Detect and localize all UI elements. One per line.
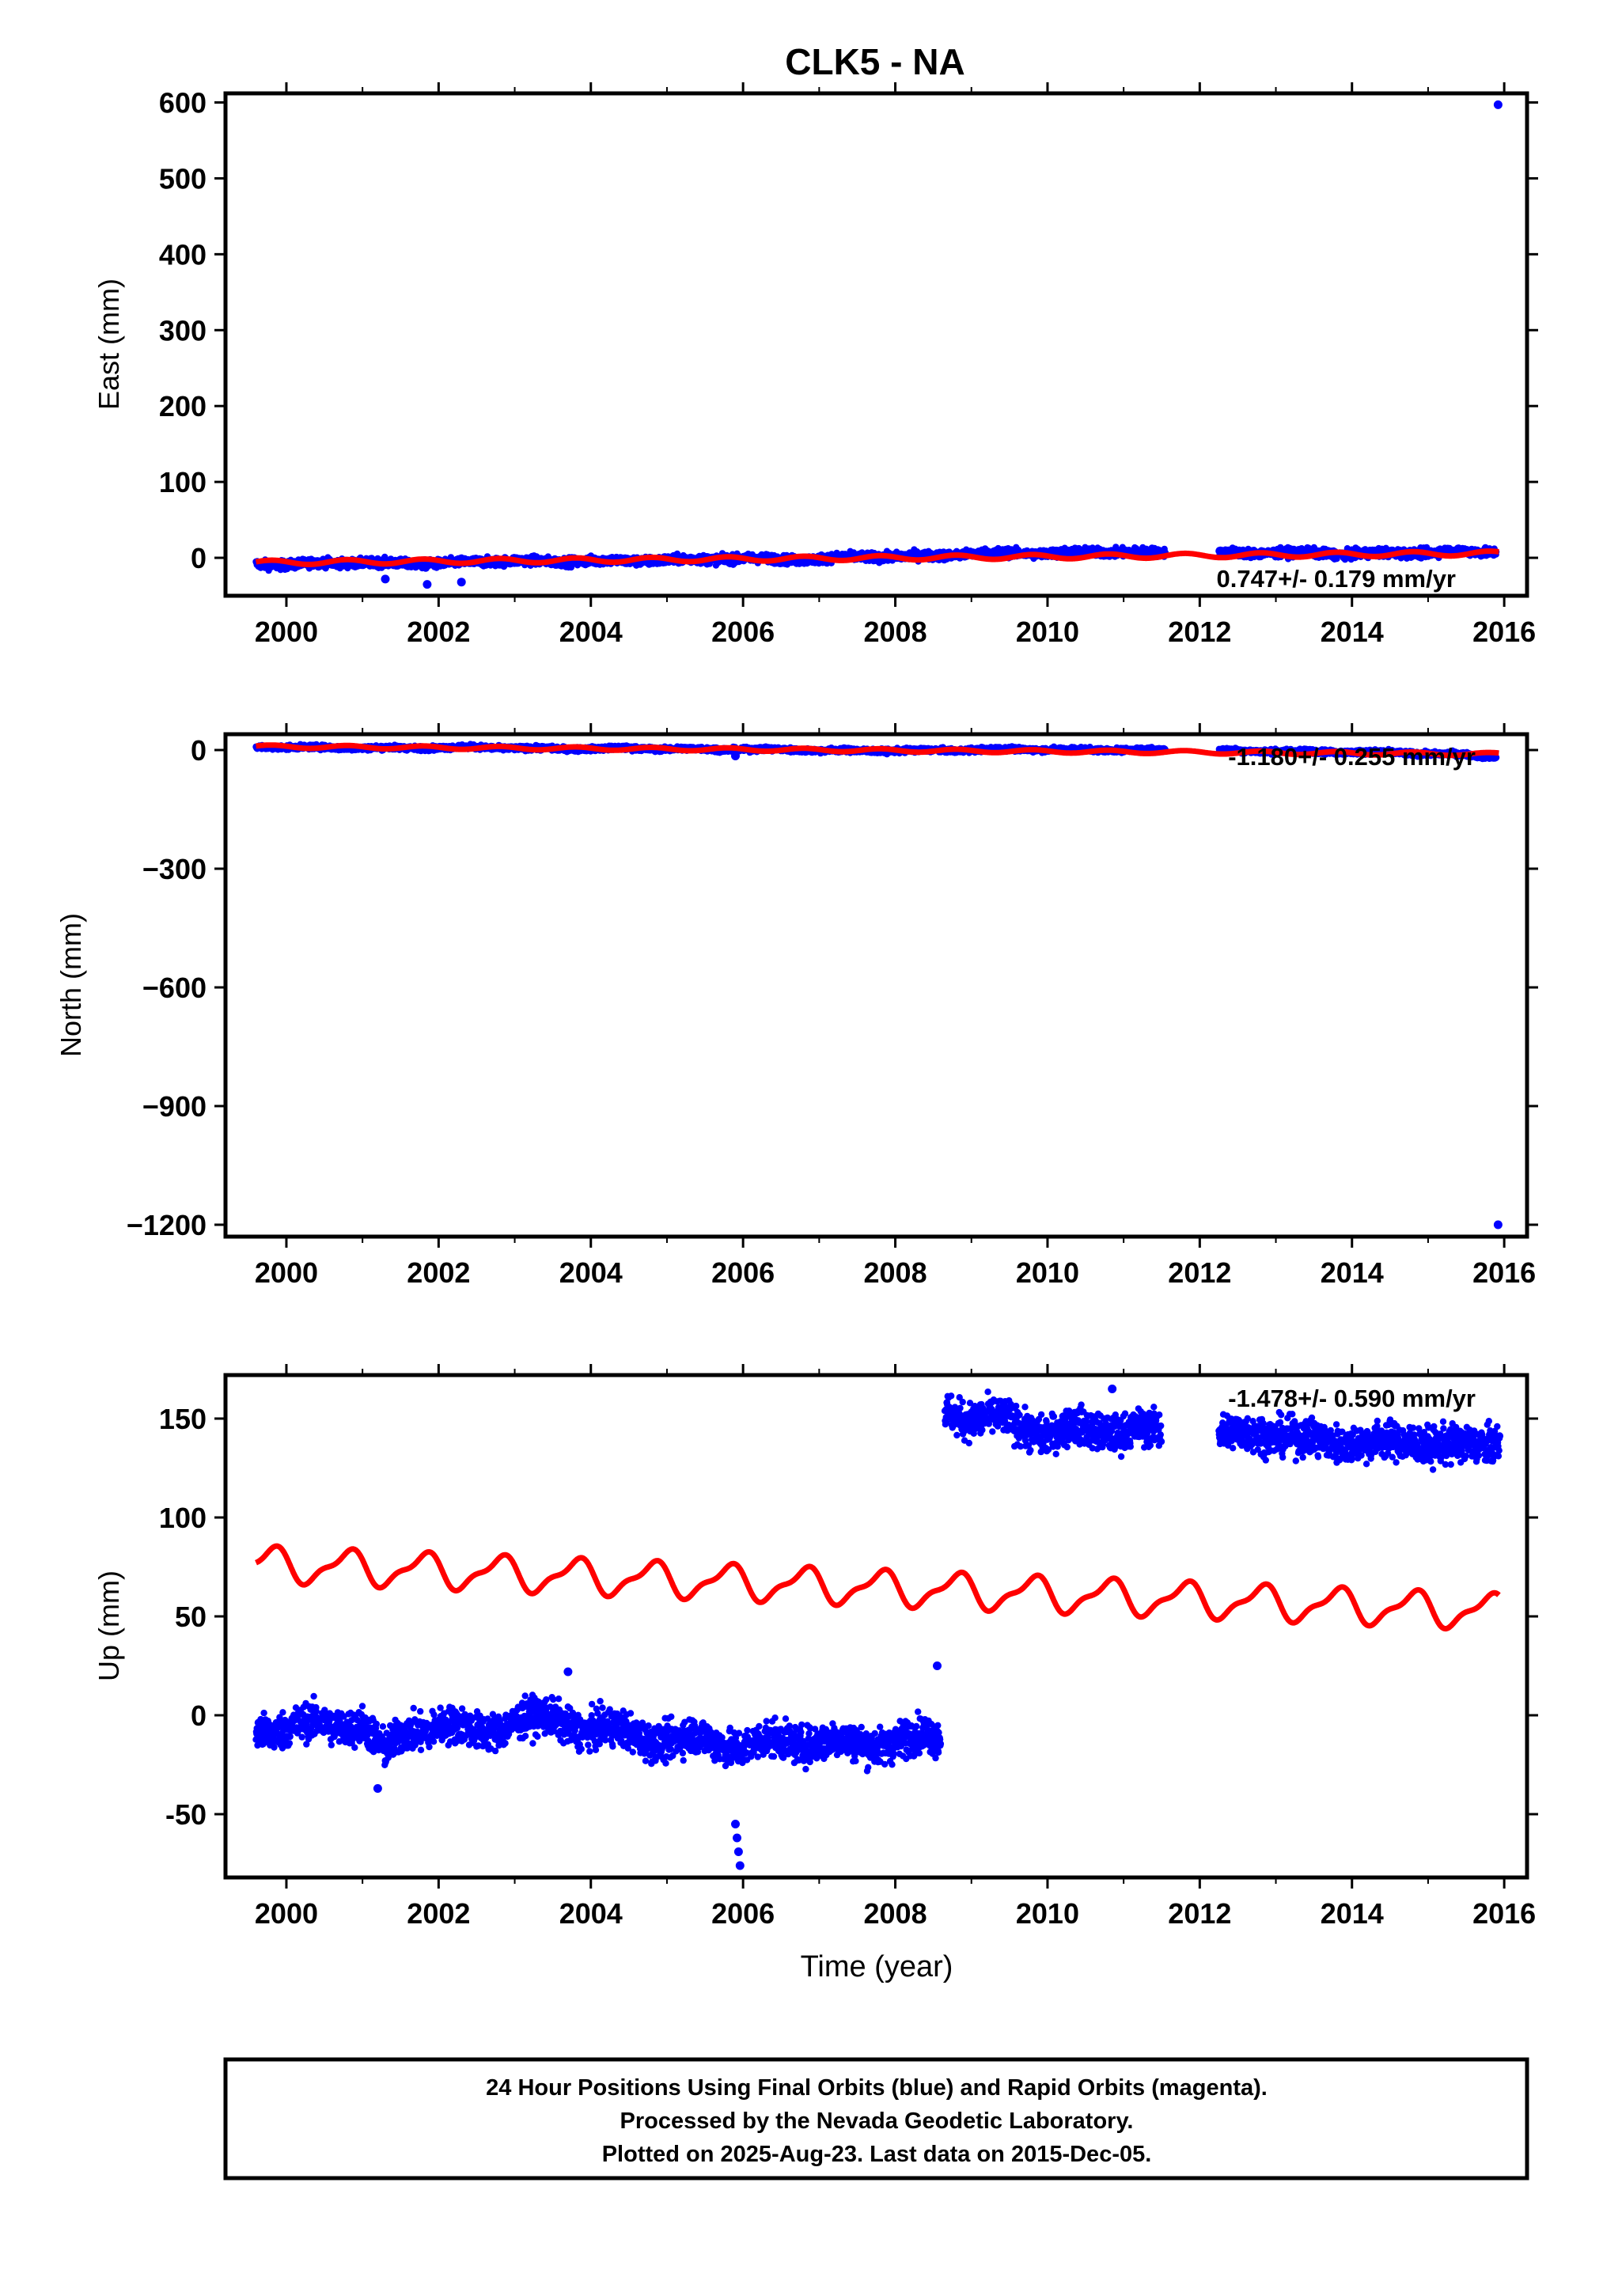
east-y-tick-label: 200 [159, 390, 207, 422]
north-dots [252, 741, 1503, 1229]
east-y-tick-label: 100 [159, 466, 207, 498]
east-y-axis-label: East (mm) [93, 278, 125, 410]
east-outlier-point [381, 574, 390, 584]
east-x-tick-label: 2014 [1321, 616, 1384, 648]
east-panel: 2000 2002 2004 2006 2008 2010 2012 2014 2016 0 100… [93, 82, 1538, 648]
east-x-tick-label: 2006 [711, 616, 775, 648]
east-dots [252, 100, 1503, 589]
east-x-tick-label: 2010 [1016, 616, 1079, 648]
east-rate-label: 0.747+/- 0.179 mm/yr [1217, 565, 1456, 593]
east-y-tick-label: 0 [191, 542, 207, 574]
east-plot-frame [223, 91, 1529, 598]
east-x-tick-label: 2002 [407, 616, 470, 648]
east-outlier-point [1493, 100, 1503, 109]
east-x-tick-label: 2008 [864, 616, 927, 648]
east-outlier-point [457, 578, 466, 587]
chart-title: CLK5 - NA [785, 41, 964, 82]
east-x-tick-label: 2000 [255, 616, 318, 648]
east-outlier-point [423, 580, 432, 589]
east-y-tick-label: 400 [159, 238, 207, 271]
east-y-tick-label: 600 [159, 87, 207, 119]
east-y-tick-label: 500 [159, 162, 207, 195]
east-x-tick-label: 2016 [1472, 616, 1536, 648]
east-y-tick-label: 300 [159, 314, 207, 347]
east-x-tick-label: 2012 [1168, 616, 1231, 648]
north-panel: 2000 2002 2004 2006 2008 2010 2012 2014 20160−30… [55, 723, 1538, 1289]
east-x-tick-label: 2004 [559, 616, 623, 648]
